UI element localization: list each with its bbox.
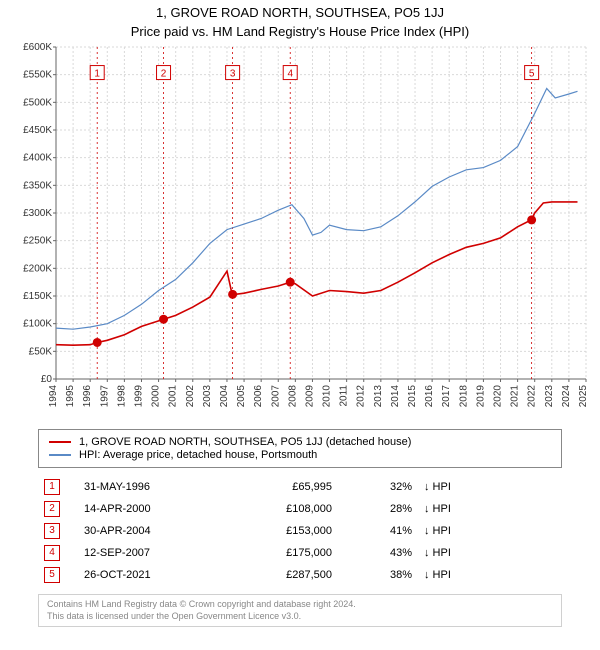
chart: £0 £50K £100K £150K £200K £250K £300K £350K £400…	[8, 43, 592, 423]
table-row: 2 14-APR-2000£108,00028%↓ HPI	[38, 498, 562, 520]
svg-text:2009: 2009	[304, 385, 315, 408]
svg-text:2015: 2015	[407, 385, 418, 408]
svg-text:2004: 2004	[219, 385, 230, 408]
svg-text:2020: 2020	[493, 385, 504, 408]
svg-text:2013: 2013	[373, 385, 384, 408]
sale-pct: 41%	[338, 520, 418, 542]
svg-text:1997: 1997	[99, 385, 110, 408]
svg-text:2012: 2012	[356, 385, 367, 408]
sale-date: 30-APR-2004	[78, 520, 218, 542]
svg-text:2007: 2007	[270, 385, 281, 408]
svg-text:2008: 2008	[287, 385, 298, 408]
svg-text:2024: 2024	[561, 385, 572, 408]
sale-price: £153,000	[218, 520, 338, 542]
svg-text:2016: 2016	[424, 385, 435, 408]
svg-text:£300K: £300K	[23, 208, 52, 219]
sale-direction: ↓ HPI	[418, 564, 562, 586]
svg-text:2000: 2000	[151, 385, 162, 408]
sale-price: £65,995	[218, 476, 338, 498]
legend-label: 1, GROVE ROAD NORTH, SOUTHSEA, PO5 1JJ (…	[79, 436, 411, 448]
sale-direction: ↓ HPI	[418, 542, 562, 564]
legend-swatch	[49, 441, 71, 443]
svg-text:2011: 2011	[339, 385, 350, 407]
sale-direction: ↓ HPI	[418, 498, 562, 520]
svg-text:2023: 2023	[544, 385, 555, 408]
table-row: 1 31-MAY-1996£65,99532%↓ HPI	[38, 476, 562, 498]
sale-date: 14-APR-2000	[78, 498, 218, 520]
title-line-1: 1, GROVE ROAD NORTH, SOUTHSEA, PO5 1JJ	[8, 5, 592, 20]
legend: 1, GROVE ROAD NORTH, SOUTHSEA, PO5 1JJ (…	[38, 429, 562, 468]
sale-direction: ↓ HPI	[418, 520, 562, 542]
sale-pct: 28%	[338, 498, 418, 520]
svg-text:2019: 2019	[475, 385, 486, 408]
sale-date: 12-SEP-2007	[78, 542, 218, 564]
svg-text:£450K: £450K	[23, 125, 52, 136]
title-line-2: Price paid vs. HM Land Registry's House …	[8, 24, 592, 39]
sale-price: £175,000	[218, 542, 338, 564]
svg-text:£200K: £200K	[23, 263, 52, 274]
svg-text:£500K: £500K	[23, 97, 52, 108]
svg-text:1998: 1998	[116, 385, 127, 408]
svg-text:2017: 2017	[441, 385, 452, 408]
svg-text:4: 4	[287, 69, 293, 80]
svg-text:2014: 2014	[390, 385, 401, 408]
sale-date: 31-MAY-1996	[78, 476, 218, 498]
svg-text:2021: 2021	[510, 385, 521, 408]
legend-item: 1, GROVE ROAD NORTH, SOUTHSEA, PO5 1JJ (…	[49, 436, 551, 448]
sale-pct: 43%	[338, 542, 418, 564]
svg-text:3: 3	[230, 69, 236, 80]
table-row: 4 12-SEP-2007£175,00043%↓ HPI	[38, 542, 562, 564]
svg-text:2002: 2002	[185, 385, 196, 408]
svg-text:£350K: £350K	[23, 180, 52, 191]
svg-text:5: 5	[529, 69, 535, 80]
footnote-line: Contains HM Land Registry data © Crown c…	[47, 599, 553, 611]
legend-item: HPI: Average price, detached house, Port…	[49, 449, 551, 461]
legend-swatch	[49, 454, 71, 456]
svg-text:2018: 2018	[458, 385, 469, 408]
sale-price: £287,500	[218, 564, 338, 586]
svg-text:2001: 2001	[168, 385, 179, 408]
sale-date: 26-OCT-2021	[78, 564, 218, 586]
svg-text:1996: 1996	[82, 385, 93, 408]
svg-text:1994: 1994	[48, 385, 59, 408]
sale-marker: 2	[44, 501, 60, 517]
legend-label: HPI: Average price, detached house, Port…	[79, 449, 317, 461]
svg-text:1995: 1995	[65, 385, 76, 408]
svg-text:£100K: £100K	[23, 319, 52, 330]
footnote: Contains HM Land Registry data © Crown c…	[38, 594, 562, 627]
svg-text:2: 2	[161, 69, 167, 80]
svg-text:2003: 2003	[202, 385, 213, 408]
sale-marker: 1	[44, 479, 60, 495]
svg-text:£0: £0	[41, 374, 53, 385]
svg-text:£150K: £150K	[23, 291, 52, 302]
svg-text:2025: 2025	[578, 385, 589, 408]
sales-table: 131-MAY-1996£65,99532%↓ HPI214-APR-2000£…	[38, 476, 562, 586]
svg-text:£600K: £600K	[23, 43, 52, 53]
sale-pct: 38%	[338, 564, 418, 586]
sale-pct: 32%	[338, 476, 418, 498]
footnote-line: This data is licensed under the Open Gov…	[47, 611, 553, 623]
sale-direction: ↓ HPI	[418, 476, 562, 498]
svg-text:1: 1	[94, 69, 100, 80]
svg-text:2006: 2006	[253, 385, 264, 408]
sale-marker: 3	[44, 523, 60, 539]
table-row: 5 26-OCT-2021£287,50038%↓ HPI	[38, 564, 562, 586]
sale-marker: 5	[44, 567, 60, 583]
svg-text:2010: 2010	[322, 385, 333, 408]
table-row: 3 30-APR-2004£153,00041%↓ HPI	[38, 520, 562, 542]
svg-text:£250K: £250K	[23, 236, 52, 247]
sale-price: £108,000	[218, 498, 338, 520]
svg-text:£550K: £550K	[23, 70, 52, 81]
svg-text:£400K: £400K	[23, 153, 52, 164]
sale-marker: 4	[44, 545, 60, 561]
svg-text:2005: 2005	[236, 385, 247, 408]
svg-text:2022: 2022	[527, 385, 538, 408]
svg-text:£50K: £50K	[29, 346, 53, 357]
svg-text:1999: 1999	[133, 385, 144, 408]
